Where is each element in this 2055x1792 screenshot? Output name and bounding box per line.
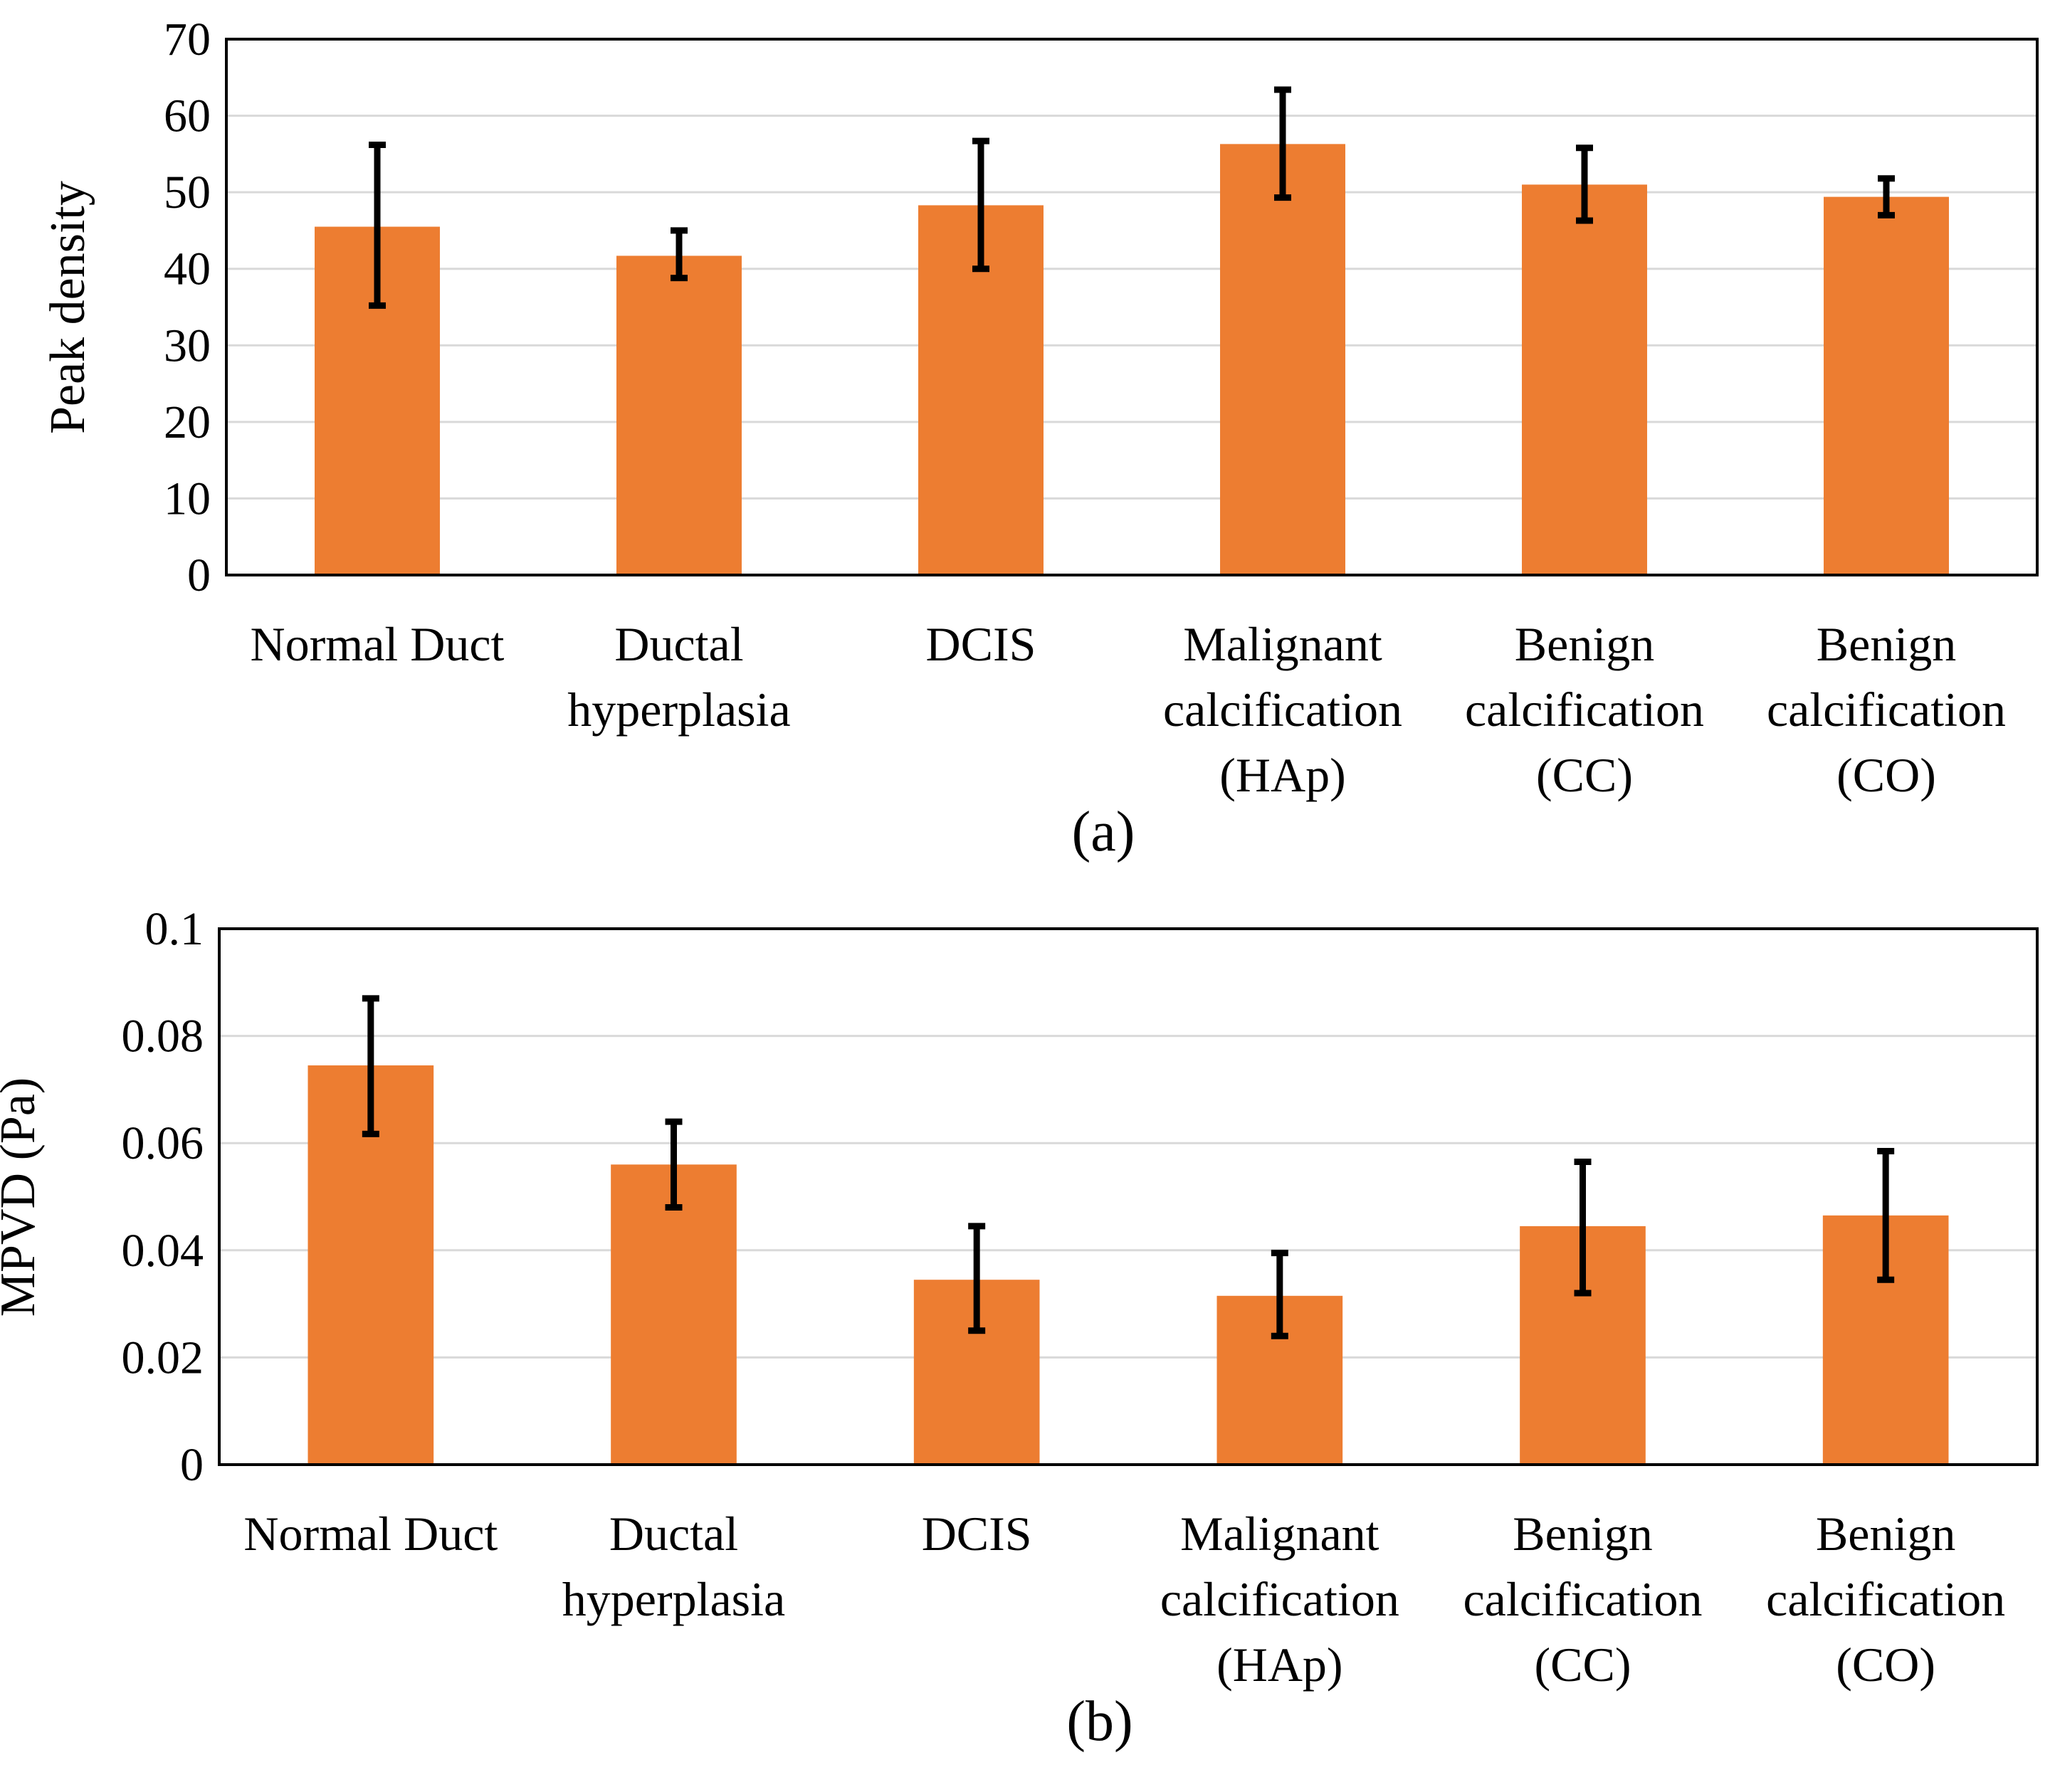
x-category-label-line: DCIS (922, 1507, 1032, 1561)
x-category-label-line: Malignant (1183, 617, 1382, 671)
y-tick-label: 0 (180, 1439, 204, 1491)
error-bar (972, 137, 989, 273)
x-category-label: Benign calcification (CC) (1463, 1507, 1702, 1692)
y-tick-label: 20 (164, 396, 211, 448)
x-category-label-line: (CO) (1836, 1638, 1935, 1692)
error-bar (369, 141, 386, 309)
x-category-label: Benign calcification (CC) (1465, 617, 1704, 802)
x-category-label: DCIS (922, 1507, 1032, 1561)
bar (1522, 184, 1647, 575)
x-category-label-line: Normal Duct (243, 1507, 498, 1561)
error-bar (1877, 1147, 1895, 1283)
y-tick-label: 40 (164, 243, 211, 295)
y-axis-title: MPVD (Pa) (0, 1077, 46, 1317)
error-bar (362, 995, 379, 1137)
x-category-label: Normal Duct (251, 617, 505, 671)
x-category-label-line: Benign (1513, 1507, 1652, 1561)
plot-frame (225, 38, 2039, 576)
x-category-label-line: (HAp) (1216, 1638, 1343, 1692)
x-category-label-line: (CO) (1836, 748, 1936, 802)
y-tick-label: 60 (164, 90, 211, 142)
error-bar (1274, 86, 1291, 201)
panel-label: (a) (1072, 801, 1135, 863)
x-category-label-line: calcification (1163, 682, 1402, 737)
y-tick-label: 0 (187, 549, 211, 601)
x-category-label-line: (HAp) (1219, 748, 1346, 802)
x-category-label-line: Malignant (1180, 1507, 1379, 1561)
bar (1824, 196, 1949, 575)
y-tick-label: 30 (164, 320, 211, 371)
x-category-label-line: calcification (1465, 682, 1704, 737)
x-category-label-line: Normal Duct (251, 617, 505, 671)
error-bar (1271, 1250, 1288, 1339)
x-category-label-line: Ductal (614, 617, 743, 671)
y-tick-label: 0.08 (122, 1011, 204, 1063)
y-tick-label: 70 (164, 14, 211, 65)
x-category-label-line: calcification (1160, 1572, 1399, 1626)
error-bar (665, 1118, 683, 1211)
y-tick-label: 0.06 (122, 1117, 204, 1169)
chart-panel-a: 0 10 20 30 40 50 60 70 Normal Duct Ductal hyperpla… (41, 14, 2039, 863)
x-category-label: Ductal hyperplasia (562, 1507, 785, 1626)
chart-panel-b: 0 0.02 0.04 0.06 0.08 0.1 Normal Duct Ductal hyp… (0, 903, 2039, 1753)
y-tick-label: 0.1 (145, 903, 204, 955)
x-category-label-line: calcification (1767, 682, 2006, 737)
x-category-label-line: hyperplasia (567, 682, 790, 737)
error-bar (1878, 175, 1895, 218)
x-category-label: Normal Duct (243, 1507, 498, 1561)
x-category-label: Benign calcification (CO) (1766, 1507, 2005, 1692)
x-category-label-line: (CC) (1535, 1638, 1631, 1692)
x-category-label-line: Benign (1515, 617, 1654, 671)
y-tick-label: 0.04 (122, 1225, 204, 1277)
y-axis-title: Peak density (41, 181, 95, 434)
x-category-label: Malignant calcification (HAp) (1163, 617, 1402, 802)
error-bar (968, 1223, 986, 1334)
bar (611, 1164, 737, 1465)
x-category-label-line: hyperplasia (562, 1572, 785, 1626)
y-tick-label: 0.02 (122, 1332, 204, 1383)
error-bar (671, 227, 688, 282)
x-category-label: DCIS (926, 617, 1036, 671)
x-category-label: Malignant calcification (HAp) (1160, 1507, 1399, 1692)
plot-frame (218, 927, 2039, 1466)
x-category-label-line: Benign (1816, 1507, 1955, 1561)
error-bar (1574, 1159, 1592, 1297)
x-category-label-line: calcification (1766, 1572, 2005, 1626)
x-category-label-line: Ductal (609, 1507, 738, 1561)
x-category-label-line: DCIS (926, 617, 1036, 671)
y-tick-label: 10 (164, 473, 211, 525)
bar (1220, 144, 1345, 575)
x-category-label-line: Benign (1817, 617, 1956, 671)
x-category-label-line: (CC) (1536, 748, 1633, 802)
x-category-label-line: calcification (1463, 1572, 1702, 1626)
error-bar (1576, 144, 1593, 224)
x-category-label: Ductal hyperplasia (567, 617, 790, 737)
bar (616, 255, 742, 575)
x-category-label: Benign calcification (CO) (1767, 617, 2006, 802)
y-tick-label: 50 (164, 167, 211, 218)
panel-label: (b) (1066, 1690, 1132, 1753)
